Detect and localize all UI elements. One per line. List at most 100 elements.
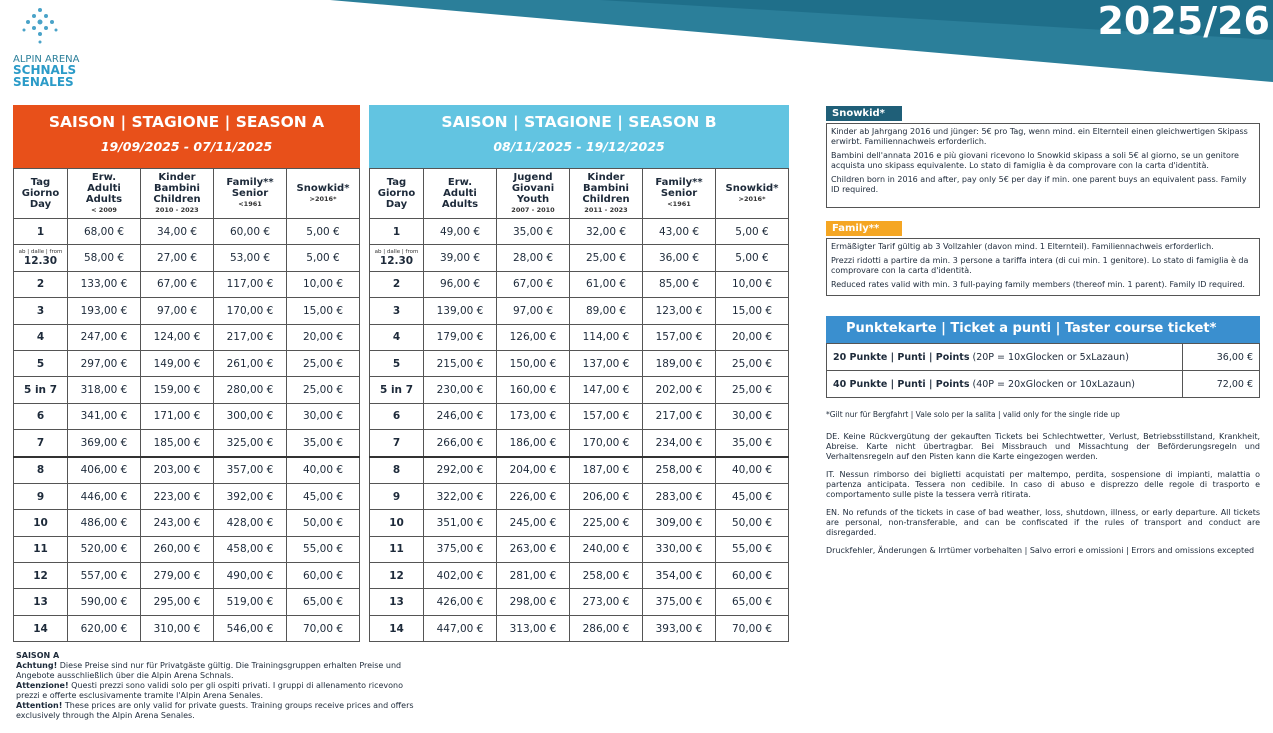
price: 193,00 € xyxy=(67,297,141,325)
header-line: Children xyxy=(582,193,630,205)
header-line: Adults xyxy=(85,193,123,205)
price-row: 12 402,00 €281,00 €258,00 €354,00 €60,00 … xyxy=(369,562,789,590)
day: 14 xyxy=(389,622,404,635)
price: 27,00 € xyxy=(140,244,214,272)
note-text: Questi prezzi sono validi solo per gli o… xyxy=(16,681,403,700)
price-row: 5 297,00 €149,00 €261,00 €25,00 € xyxy=(13,349,360,378)
price: 426,00 € xyxy=(423,588,497,616)
day: 7 xyxy=(36,436,45,449)
price-row: 7 266,00 €186,00 €170,00 €234,00 €35,00 € xyxy=(369,429,789,458)
price: 150,00 € xyxy=(496,349,570,378)
day: 13 xyxy=(389,596,404,609)
price: 486,00 € xyxy=(67,509,141,537)
price: 53,00 € xyxy=(213,244,287,272)
price: 279,00 € xyxy=(140,562,214,590)
price-row: 1 68,00 €34,00 €60,00 €5,00 € xyxy=(13,217,360,246)
day-cell: 11 xyxy=(369,535,424,564)
note-item: Attention! These prices are only valid f… xyxy=(16,701,416,721)
price: 247,00 € xyxy=(67,323,141,351)
price-row: 4 247,00 €124,00 €217,00 €20,00 € xyxy=(13,323,360,351)
price-row: 9 446,00 €223,00 €392,00 €45,00 € xyxy=(13,482,360,511)
header-line: Senior xyxy=(660,188,698,199)
header-line: Family** xyxy=(655,177,703,188)
header-line: Snowkid* xyxy=(725,182,779,194)
price-row: 6 341,00 €171,00 €300,00 €30,00 € xyxy=(13,402,360,431)
column-header: Snowkid* >2016* xyxy=(286,168,360,219)
price: 97,00 € xyxy=(496,297,570,325)
notes-title: SAISON A xyxy=(16,651,60,660)
punkte-table: 20 Punkte | Punti | Points (20P = 10xGlo… xyxy=(826,343,1260,398)
note-lead: Attention! xyxy=(16,701,63,710)
disclaimers: DE. Keine Rückvergütung der gekauften Ti… xyxy=(826,432,1260,564)
day: 13 xyxy=(33,596,48,609)
day: 12 xyxy=(33,569,48,582)
price-row: 10 486,00 €243,00 €428,00 €50,00 € xyxy=(13,509,360,537)
price: 35,00 € xyxy=(715,429,789,458)
snowkid-text: Bambini dell'annata 2016 e più giovani r… xyxy=(831,151,1239,170)
header-line: Day xyxy=(385,199,408,210)
price: 402,00 € xyxy=(423,562,497,590)
day-cell: 4 xyxy=(13,323,68,351)
price-row: 13 590,00 €295,00 €519,00 €65,00 € xyxy=(13,588,360,616)
price: 30,00 € xyxy=(286,402,360,431)
punkte-name: 20 Punkte | Punti | Points (20P = 10xGlo… xyxy=(826,343,1183,371)
note-text: These prices are only valid for private … xyxy=(16,701,414,720)
day-cell: 10 xyxy=(369,509,424,537)
price: 369,00 € xyxy=(67,429,141,458)
price: 286,00 € xyxy=(569,614,643,643)
header-line: Kinder xyxy=(158,171,196,183)
day-cell: 5 xyxy=(13,349,68,378)
day-cell: 5 in 7 xyxy=(369,376,424,404)
season-dates: 19/09/2025 - 07/11/2025 xyxy=(100,139,273,154)
price: 70,00 € xyxy=(715,614,789,643)
price: 458,00 € xyxy=(213,535,287,564)
price: 139,00 € xyxy=(423,297,497,325)
price: 25,00 € xyxy=(715,349,789,378)
price-row: 2 133,00 €67,00 €117,00 €10,00 € xyxy=(13,270,360,299)
price-row: 8 406,00 €203,00 €357,00 €40,00 € xyxy=(13,456,360,484)
price: 123,00 € xyxy=(642,297,716,325)
price: 258,00 € xyxy=(569,562,643,590)
day: 4 xyxy=(392,331,401,344)
price: 295,00 € xyxy=(140,588,214,616)
snowkid-label: Snowkid* xyxy=(826,106,902,121)
price: 45,00 € xyxy=(286,482,360,511)
price: 245,00 € xyxy=(496,509,570,537)
price: 50,00 € xyxy=(286,509,360,537)
day: 2 xyxy=(392,278,401,291)
header-line: Snowkid* xyxy=(296,182,350,194)
header-row: Tag Giorno Day Erw. Adulti Adults < 2009 Kinder… xyxy=(13,168,360,219)
price: 189,00 € xyxy=(642,349,716,378)
column-header: Family** Senior <1961 xyxy=(642,168,716,219)
price-row: 5 in 7 230,00 €160,00 €147,00 €202,00 €25… xyxy=(369,376,789,404)
disclaimer: Druckfehler, Änderungen & Irrtümer vorbe… xyxy=(826,546,1255,555)
price: 40,00 € xyxy=(286,456,360,484)
family-text: Ermäßigter Tarif gültig ab 3 Vollzahler … xyxy=(831,242,1214,251)
header-line: Jugend xyxy=(513,171,553,183)
snowkid-text: Kinder ab Jahrgang 2016 und jünger: 5€ p… xyxy=(831,127,1248,146)
price: 223,00 € xyxy=(140,482,214,511)
price: 55,00 € xyxy=(715,535,789,564)
day-cell: 9 xyxy=(369,482,424,511)
header-note: >2016* xyxy=(309,194,337,203)
header-line: Adulti xyxy=(87,182,121,194)
price: 160,00 € xyxy=(496,376,570,404)
day: 4 xyxy=(36,331,45,344)
price: 298,00 € xyxy=(496,588,570,616)
price-row: 4 179,00 €126,00 €114,00 €157,00 €20,00 € xyxy=(369,323,789,351)
price: 351,00 € xyxy=(423,509,497,537)
header-line: Tag xyxy=(30,177,51,188)
disclaimer: DE. Keine Rückvergütung der gekauften Ti… xyxy=(826,432,1260,461)
day-cell: 9 xyxy=(13,482,68,511)
price-row: 2 96,00 €67,00 €61,00 €85,00 €10,00 € xyxy=(369,270,789,299)
logo-line: ALPIN ARENA xyxy=(13,54,80,65)
day: 6 xyxy=(392,410,401,423)
day: 14 xyxy=(33,622,48,635)
price: 263,00 € xyxy=(496,535,570,564)
note-lead: Achtung! xyxy=(16,661,58,670)
price: 300,00 € xyxy=(213,402,287,431)
day: 5 xyxy=(392,357,401,370)
price: 375,00 € xyxy=(642,588,716,616)
price: 519,00 € xyxy=(213,588,287,616)
price: 230,00 € xyxy=(423,376,497,404)
